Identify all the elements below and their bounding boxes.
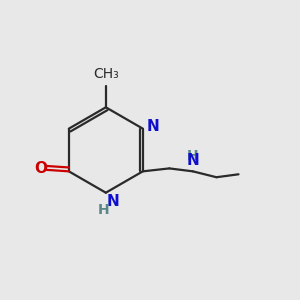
- Text: N: N: [187, 153, 199, 168]
- Text: H: H: [98, 203, 109, 217]
- Text: O: O: [34, 161, 47, 176]
- Text: N: N: [107, 194, 119, 209]
- Text: H: H: [187, 148, 199, 163]
- Text: N: N: [146, 119, 159, 134]
- Text: CH₃: CH₃: [93, 67, 119, 81]
